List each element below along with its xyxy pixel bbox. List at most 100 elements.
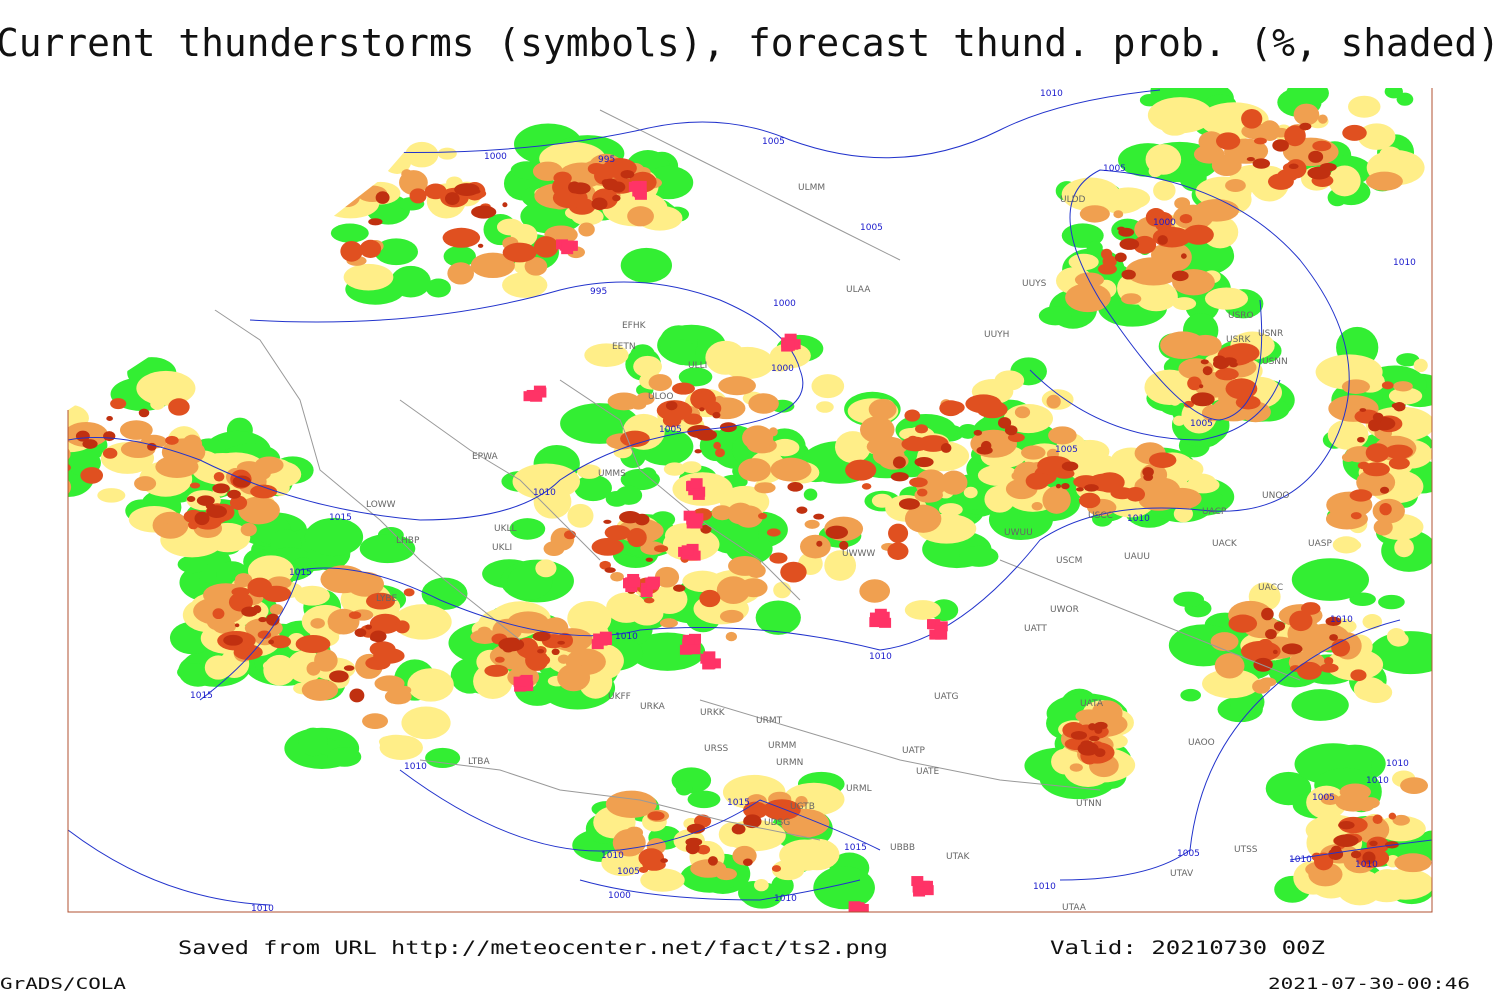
shading-cell (813, 513, 825, 520)
isobar-label: 1010 (1040, 89, 1063, 99)
station-label: LTBA (468, 757, 490, 767)
shading-cell (1328, 165, 1361, 197)
shading-cell (660, 858, 668, 863)
shading-cell (477, 626, 492, 637)
shading-cell (150, 398, 165, 410)
shading-cell (444, 192, 460, 206)
shading-cell (839, 540, 849, 550)
storm-symbol (682, 634, 695, 645)
shading-cell (1357, 461, 1370, 470)
shading-cell (859, 579, 891, 603)
shading-cell (1365, 443, 1390, 463)
shading-cell (1094, 472, 1125, 493)
shading-cell (694, 449, 702, 454)
shading-cell (601, 849, 645, 877)
shading-cell (1222, 369, 1235, 380)
shading-cell (787, 482, 804, 492)
shading-cell (888, 523, 909, 543)
shading-cell (1225, 178, 1246, 192)
shading-cell (177, 555, 208, 574)
shading-cell (1125, 257, 1182, 286)
shading-cell (1376, 815, 1426, 842)
shading-cell (234, 623, 240, 628)
station-label: URML (846, 784, 872, 794)
storm-symbol (691, 513, 704, 524)
shading-cell (1070, 730, 1088, 740)
shading-cell (859, 416, 895, 444)
shading-cell (82, 439, 98, 449)
station-label: URKK (700, 708, 726, 718)
shading-cell (394, 620, 410, 634)
station-label: UWWW (842, 549, 875, 559)
shading-cell (0, 406, 16, 440)
shading-cell (343, 665, 355, 671)
shading-cell (1349, 489, 1373, 502)
shading-cell (914, 457, 934, 468)
shading-cell (1359, 408, 1367, 412)
shading-cell (1291, 689, 1349, 721)
shading-cell (196, 495, 215, 506)
station-label: ULAA (846, 285, 871, 295)
shading-cell (0, 418, 14, 439)
shading-cell (773, 581, 792, 599)
shading-cell (976, 400, 1008, 419)
station-label: UNOO (1262, 491, 1290, 501)
shading-cell (227, 489, 241, 499)
shading-cell (904, 504, 942, 533)
isobar-label: 1005 (1055, 445, 1078, 455)
shading-cell (38, 461, 54, 473)
shading-cell (1025, 472, 1050, 490)
shading-cell (1272, 649, 1278, 655)
isobar-label: 1010 (774, 894, 797, 904)
shading-cell (825, 525, 849, 539)
shading-cell (915, 424, 928, 434)
shading-cell (1173, 591, 1205, 608)
storm-symbol (599, 634, 612, 645)
shading-cell (619, 511, 642, 524)
probability-shading (0, 88, 1432, 910)
storm-symbol (852, 902, 865, 912)
shading-cell (1229, 361, 1238, 368)
shading-cell (725, 631, 737, 642)
shading-cell (1341, 379, 1370, 394)
shading-cell (707, 856, 718, 866)
shading-cell (715, 448, 725, 458)
shading-cell (333, 187, 360, 208)
station-label: ULOO (648, 392, 673, 402)
station-label: USNR (1258, 329, 1283, 339)
shading-cell (731, 823, 746, 835)
shading-cell (186, 495, 196, 503)
station-label: UDSG (764, 818, 790, 828)
shading-cell (738, 458, 772, 482)
shading-cell (75, 430, 90, 442)
shading-cell (620, 468, 660, 491)
shading-cell (1413, 358, 1428, 373)
shading-cell (119, 420, 153, 440)
shading-cell (766, 528, 781, 537)
station-label: EFHK (622, 321, 647, 331)
shading-cell (1148, 452, 1177, 468)
shading-cell (1074, 272, 1105, 288)
shading-cell (1214, 653, 1245, 679)
shading-cell (1273, 621, 1286, 631)
shading-cell (1333, 834, 1359, 848)
shading-cell (234, 577, 252, 588)
shading-cell (1046, 394, 1061, 409)
shading-cell (366, 592, 396, 610)
shading-cell (1069, 763, 1083, 772)
valid-time: Valid: 20210730 00Z (1050, 937, 1325, 959)
shading-cell (904, 409, 921, 422)
shading-cell (557, 654, 570, 664)
shading-cell (1358, 802, 1374, 812)
shading-cell (0, 442, 43, 475)
shading-cell (1318, 114, 1328, 124)
shading-cell (741, 882, 783, 909)
station-label: LHBP (396, 536, 420, 546)
shading-cell (509, 518, 546, 540)
shading-cell (447, 262, 475, 285)
shading-cell (1319, 663, 1339, 673)
shading-cell (654, 545, 669, 553)
shading-cell (2, 414, 28, 431)
shading-cell (1190, 392, 1215, 407)
shading-cell (696, 844, 711, 855)
